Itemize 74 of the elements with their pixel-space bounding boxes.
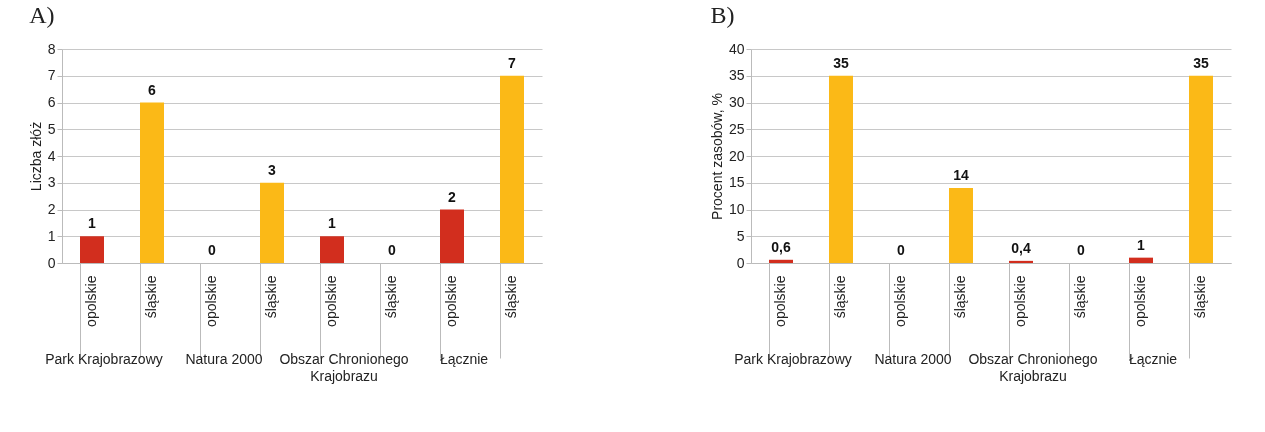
data-label: 0 <box>1077 242 1086 258</box>
bar <box>500 75 524 263</box>
x-tick-label: śląskie <box>383 275 399 319</box>
bar <box>80 236 104 263</box>
y-tick-label: 7 <box>47 67 56 84</box>
y-tick-label: 30 <box>728 94 745 110</box>
text: Łącznie <box>439 351 489 367</box>
x-tick-label: śląskie <box>143 275 159 319</box>
text: Obszar Chronionego Krajobrazu <box>968 351 1098 384</box>
data-label: 2 <box>448 188 457 205</box>
data-label: 0,6 <box>771 238 791 255</box>
x-tick-label: opolskie <box>1132 275 1148 327</box>
chart-title: B) <box>710 2 735 28</box>
data-label: 0 <box>208 242 217 258</box>
y-tick-label: 8 <box>47 40 56 57</box>
bar <box>1009 260 1033 263</box>
data-label: 7 <box>508 54 517 71</box>
y-tick-label: 1 <box>47 227 56 244</box>
y-tick-label: 5 <box>736 227 745 244</box>
data-label: 0,4 <box>1011 239 1031 256</box>
text: Natura 2000 <box>185 351 263 367</box>
y-tick-label: 20 <box>728 147 745 164</box>
bar <box>140 102 164 263</box>
data-label: 1 <box>328 215 337 232</box>
bar <box>260 182 284 263</box>
x-tick-label: opolskie <box>323 275 339 327</box>
data-label: 3 <box>268 161 277 178</box>
x-tick-label: śląskie <box>1072 275 1088 319</box>
bar <box>769 259 793 263</box>
y-axis-title: Liczba złóż <box>27 121 44 192</box>
chart-title: A) <box>29 2 55 28</box>
bar <box>440 209 464 263</box>
data-label: 35 <box>833 54 849 71</box>
text: Obszar Chronionego Krajobrazu <box>279 351 409 384</box>
y-tick-label: 35 <box>728 67 745 84</box>
x-tick-label: opolskie <box>443 275 459 327</box>
text: Park Krajobrazowy <box>45 351 163 367</box>
y-tick-label: 4 <box>47 147 56 164</box>
x-tick-label: śląskie <box>503 275 519 319</box>
data-label: 1 <box>88 215 97 232</box>
data-label: 35 <box>1193 54 1209 71</box>
y-tick-label: 0 <box>736 254 745 271</box>
bar <box>320 236 344 263</box>
y-tick-label: 40 <box>728 40 745 57</box>
x-tick-label: śląskie <box>1192 275 1208 319</box>
text: Łącznie <box>1128 351 1178 367</box>
x-tick-label: śląskie <box>263 275 279 319</box>
x-tick-label: śląskie <box>952 275 968 319</box>
y-tick-label: 3 <box>47 174 56 191</box>
bar <box>1129 257 1153 263</box>
data-label: 6 <box>148 81 157 98</box>
x-tick-label: opolskie <box>1012 275 1028 327</box>
y-tick-label: 6 <box>47 94 56 110</box>
x-tick-label: opolskie <box>772 275 788 327</box>
bar <box>949 188 973 263</box>
text: Natura 2000 <box>874 351 952 367</box>
text: Park Krajobrazowy <box>734 351 852 367</box>
bar <box>829 75 853 263</box>
y-axis-title: Procent zasobów, % <box>708 93 725 220</box>
x-tick-label: śląskie <box>832 275 848 319</box>
data-label: 1 <box>1137 236 1146 253</box>
y-tick-label: 15 <box>728 174 745 191</box>
data-label: 0 <box>897 242 906 258</box>
y-tick-label: 10 <box>728 201 745 217</box>
x-tick-label: opolskie <box>83 275 99 327</box>
y-tick-label: 2 <box>47 201 56 217</box>
y-tick-label: 25 <box>728 120 745 137</box>
data-label: 14 <box>953 167 969 184</box>
x-tick-label: opolskie <box>892 275 908 327</box>
bar <box>1189 75 1213 263</box>
y-tick-label: 0 <box>47 254 56 271</box>
data-label: 0 <box>388 242 397 258</box>
x-tick-label: opolskie <box>203 275 219 327</box>
y-tick-label: 5 <box>47 120 56 137</box>
